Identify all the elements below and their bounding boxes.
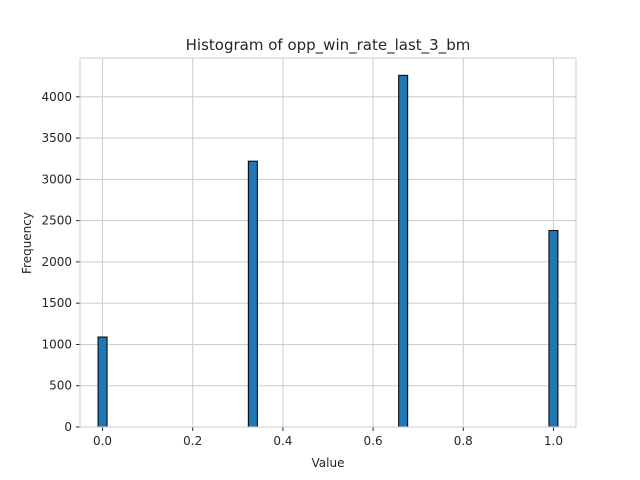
y-tick-label: 2500	[41, 214, 72, 228]
y-axis-label: Frequency	[20, 212, 34, 274]
axes-layer: 0.0 0.2 0.4 0.6 0.8 1.0 0 500 1000 1500 2000 2500 30…	[41, 57, 577, 448]
bars-layer	[97, 74, 559, 428]
plot-frame	[79, 57, 577, 428]
x-tick-label: 0.4	[273, 434, 292, 448]
y-tick-label: 3500	[41, 131, 72, 145]
chart-title: Histogram of opp_win_rate_last_3_bm	[186, 36, 471, 55]
y-tick-label: 1500	[41, 296, 72, 310]
y-tick-label: 2000	[41, 255, 72, 269]
y-tick-label: 1000	[41, 337, 72, 351]
y-tick-label: 4000	[41, 90, 72, 104]
x-tick-label: 1.0	[544, 434, 563, 448]
y-tick-label: 3000	[41, 172, 72, 186]
histogram-bar	[398, 74, 409, 428]
y-tick-label: 0	[64, 420, 72, 434]
y-tick-label: 500	[49, 379, 72, 393]
x-tick-label: 0.2	[183, 434, 202, 448]
grid-layer	[80, 58, 576, 428]
histogram-bar	[247, 160, 258, 428]
x-tick-label: 0.6	[364, 434, 383, 448]
x-tick-label: 0.8	[454, 434, 473, 448]
x-axis-label: Value	[312, 456, 345, 470]
x-tick-label: 0.0	[93, 434, 112, 448]
histogram-bar	[97, 336, 108, 428]
histogram-bar	[548, 230, 559, 428]
